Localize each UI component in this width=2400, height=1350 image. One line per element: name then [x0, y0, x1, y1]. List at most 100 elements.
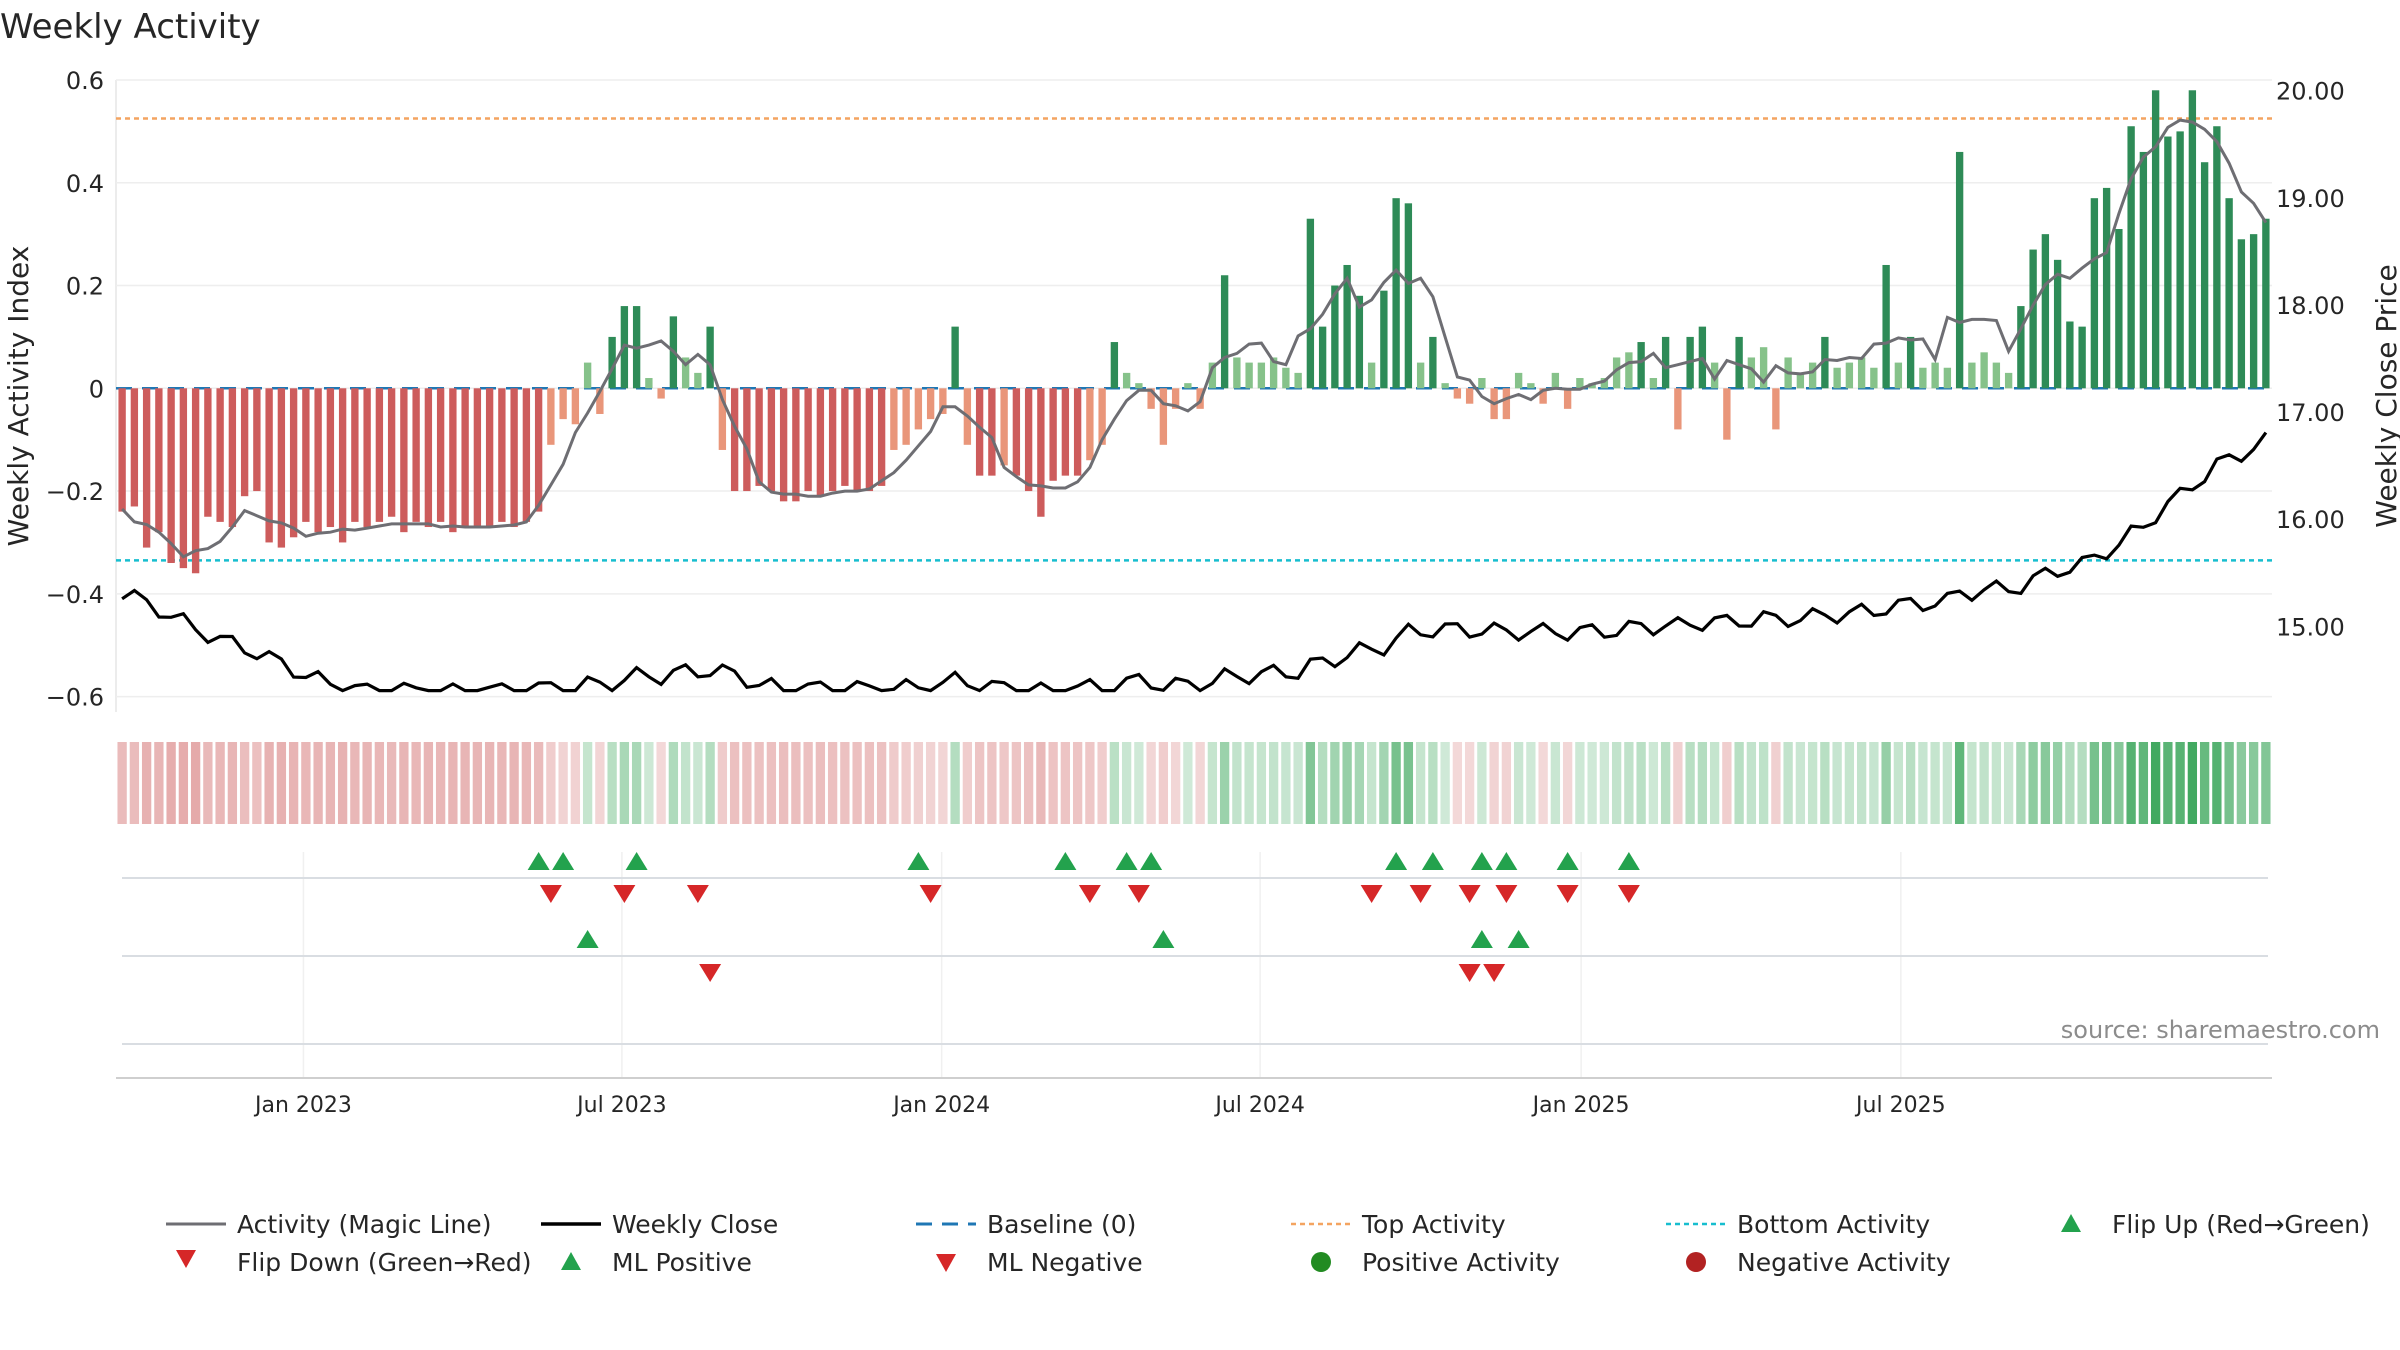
- activity-bar: [1416, 362, 1425, 389]
- activity-bar: [718, 388, 727, 450]
- activity-bar: [1857, 357, 1866, 389]
- heat-cell: [1722, 742, 1732, 824]
- legend-label-flip-down: Flip Down (Green→Red): [237, 1248, 532, 1277]
- activity-bar: [2225, 198, 2233, 389]
- activity-bar: [2176, 131, 2184, 389]
- activity-bar: [1465, 388, 1474, 404]
- activity-bar: [1159, 388, 1168, 445]
- heat-cell: [925, 742, 936, 824]
- heat-cell: [546, 742, 556, 824]
- heat-cell: [1562, 742, 1573, 824]
- activity-bar: [485, 388, 494, 528]
- heat-cell: [1403, 742, 1414, 824]
- y-tick-label: −0.6: [46, 684, 104, 712]
- activity-bar: [289, 388, 298, 538]
- activity-bar: [1992, 362, 2001, 389]
- y2-axis-label: Weekly Close Price: [2370, 264, 2400, 527]
- heat-cell: [1783, 742, 1793, 824]
- heat-cell: [166, 742, 176, 824]
- heat-cell: [1317, 742, 1328, 824]
- y-tick-label: 0.4: [66, 170, 104, 198]
- heat-cell: [938, 742, 948, 824]
- legend-label-weekly-close: Weekly Close: [612, 1210, 778, 1239]
- heat-cell: [1709, 742, 1720, 824]
- heat-cell: [1256, 742, 1267, 824]
- heat-cell: [1219, 742, 1230, 824]
- flip-down-marker: [1495, 885, 1518, 903]
- activity-bar: [1661, 336, 1670, 389]
- heat-cell: [2163, 742, 2173, 824]
- heat-cell: [203, 742, 213, 824]
- heat-cell: [717, 742, 728, 824]
- activity-bar: [338, 388, 347, 543]
- heat-cell: [2003, 742, 2014, 824]
- heat-cell: [619, 742, 630, 824]
- activity-bar: [449, 388, 457, 533]
- heat-cell: [1930, 742, 1940, 824]
- activity-bar: [387, 388, 396, 517]
- heat-cell: [1440, 742, 1450, 824]
- legend-swatch-flip-down: [176, 1250, 196, 1268]
- activity-bar: [1808, 362, 1817, 389]
- activity-bar: [828, 388, 837, 492]
- heat-cell: [1844, 742, 1855, 824]
- heat-cell: [1795, 742, 1806, 824]
- activity-bar: [1024, 388, 1033, 492]
- activity-bar: [2200, 162, 2209, 389]
- flip-down-marker: [1556, 885, 1579, 903]
- heat-cell: [1379, 742, 1389, 824]
- activity-bar: [1429, 336, 1437, 389]
- activity-bar: [130, 388, 139, 507]
- activity-bar: [302, 388, 310, 522]
- heat-cell: [1305, 742, 1316, 824]
- y2-tick-label: 15.00: [2276, 613, 2345, 641]
- heat-cell: [2126, 742, 2136, 824]
- activity-bar: [2262, 218, 2270, 389]
- heat-cell: [778, 742, 789, 824]
- activity-bar: [547, 388, 555, 445]
- ml-negative-marker: [1483, 964, 1506, 982]
- activity-bar: [2139, 151, 2148, 389]
- heat-cell: [386, 742, 397, 824]
- heat-cell: [852, 742, 862, 824]
- heat-cell: [582, 742, 593, 824]
- activity-bar: [2029, 249, 2037, 389]
- x-tick-label: Jan 2023: [253, 1093, 352, 1118]
- ml-negative-marker: [699, 964, 722, 982]
- activity-bar: [583, 362, 592, 389]
- heat-cell: [1893, 742, 1904, 824]
- heat-cell: [1918, 742, 1928, 824]
- heat-cell: [2101, 742, 2112, 824]
- heat-cell: [1734, 742, 1744, 824]
- activity-bar: [1233, 357, 1241, 389]
- activity-bar: [228, 388, 237, 528]
- activity-bar: [2017, 306, 2025, 389]
- activity-bar: [534, 388, 543, 512]
- heat-cell: [1342, 742, 1352, 824]
- activity-bar: [1122, 372, 1131, 389]
- x-tick-label: Jan 2024: [891, 1093, 990, 1118]
- activity-bar: [816, 388, 825, 497]
- flip-down-marker: [613, 885, 636, 903]
- legend-swatch-negative-activity: [1686, 1252, 1706, 1272]
- activity-bar: [865, 388, 874, 492]
- activity-bar: [1306, 218, 1315, 389]
- heat-cell: [2187, 742, 2198, 824]
- heat-cell: [1232, 742, 1242, 824]
- activity-bar: [1441, 383, 1449, 389]
- heat-cell: [1697, 742, 1708, 824]
- flip-down-marker: [1360, 885, 1383, 903]
- heat-cell: [1832, 742, 1842, 824]
- heat-cell: [1979, 742, 1989, 824]
- heat-cell: [215, 742, 225, 824]
- activity-bar: [265, 388, 273, 543]
- grid-lines: [115, 79, 2272, 1078]
- activity-bar: [1367, 362, 1376, 389]
- activity-bar: [424, 388, 433, 528]
- heat-cell: [999, 742, 1009, 824]
- activity-bar: [1086, 388, 1094, 461]
- flip-down-marker: [539, 885, 562, 903]
- legend-label-ml-positive: ML Positive: [612, 1248, 752, 1277]
- activity-bar: [1968, 362, 1976, 389]
- activity-bar: [841, 388, 849, 486]
